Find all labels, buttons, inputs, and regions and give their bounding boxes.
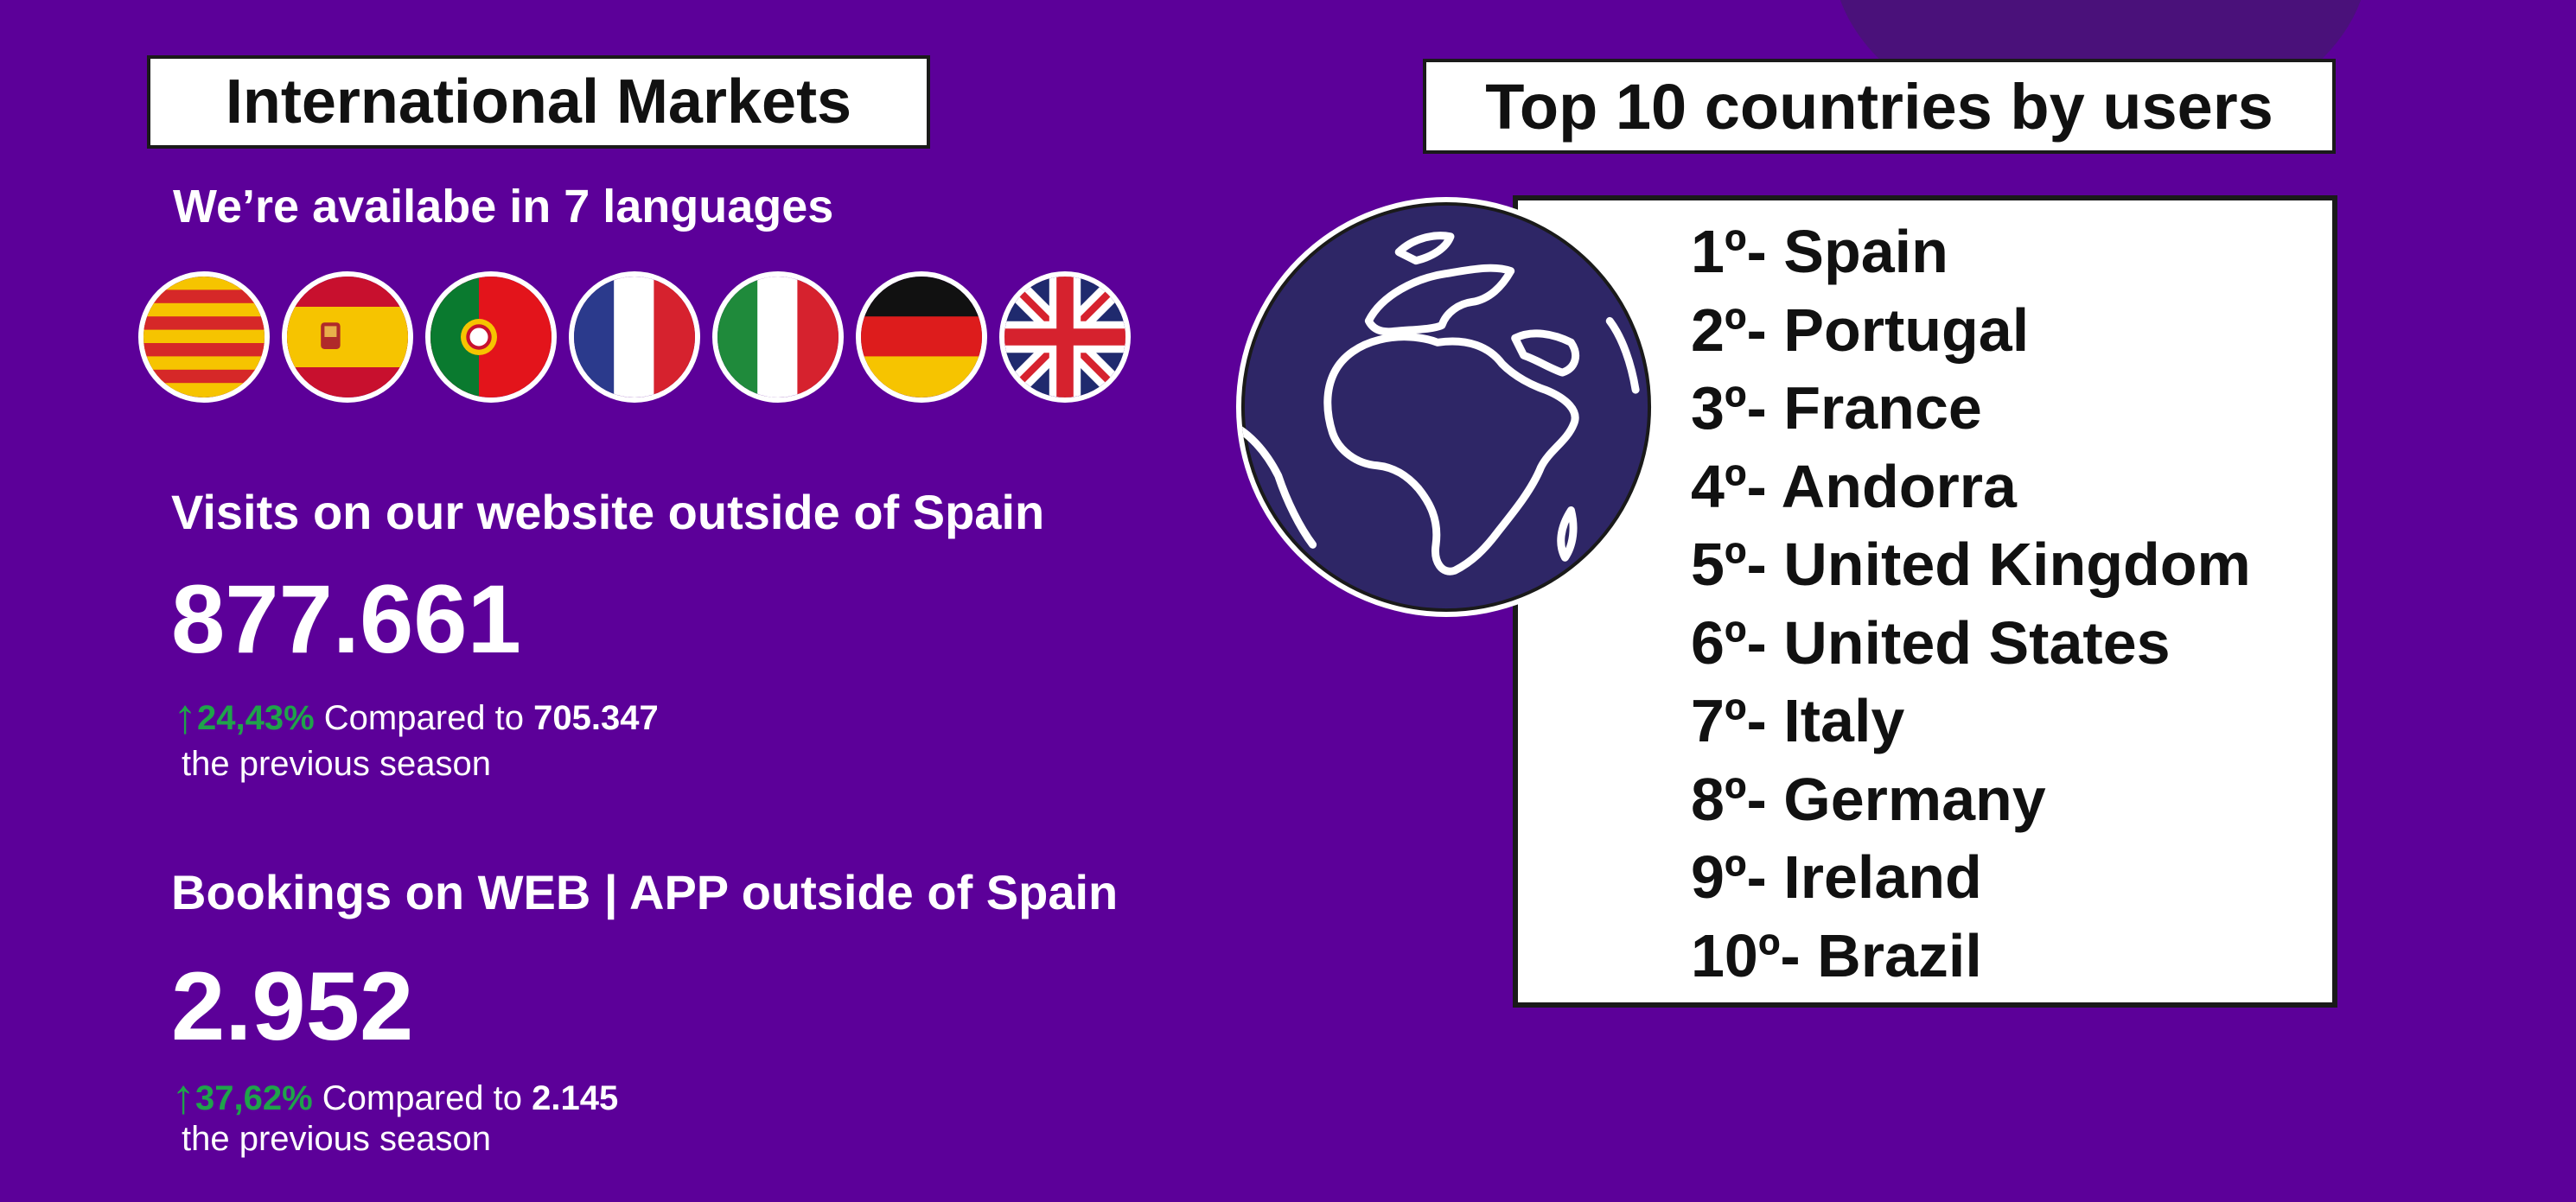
bookings-value: 2.952 [171, 952, 414, 1060]
languages-text: We’re availabe in 7 languages [173, 181, 834, 232]
italy-flag-icon [712, 271, 844, 403]
ranking-item: 5º- United Kingdom [1691, 531, 2251, 598]
bookings-change: 37,62% [195, 1079, 313, 1117]
france-flag-icon [569, 271, 700, 403]
ranking-item: 8º- Germany [1691, 765, 2046, 833]
ranking-item: 7º- Italy [1691, 687, 1905, 754]
ranking-item: 1º- Spain [1691, 218, 1948, 285]
ranking-item: 10º- Brazil [1691, 921, 1982, 989]
bookings-compared-value: 2.145 [532, 1079, 619, 1117]
uk-flag-icon [999, 271, 1131, 403]
top-countries-title: Top 10 countries by users [1423, 59, 2336, 154]
up-arrow-icon: ↑ [171, 1069, 195, 1123]
visits-value: 877.661 [171, 565, 521, 673]
ranking-item: 4º- Andorra [1691, 452, 2017, 520]
visits-compared-value: 705.347 [533, 699, 659, 737]
bookings-comparison: ↑37,62% Compared to 2.145 [171, 1068, 618, 1124]
germany-flag-icon [856, 271, 987, 403]
bookings-period: the previous season [182, 1120, 492, 1158]
visits-comparison: ↑24,43% Compared to 705.347 [173, 688, 659, 744]
portugal-flag-icon [425, 271, 557, 403]
bookings-label: Bookings on WEB | APP outside of Spain [171, 865, 1119, 919]
ranking-item: 3º- France [1691, 374, 1982, 442]
international-markets-title: International Markets [147, 55, 930, 149]
catalan-flag-icon [138, 271, 270, 403]
up-arrow-icon: ↑ [173, 689, 197, 743]
ranking-item: 2º- Portugal [1691, 296, 2030, 364]
country-ranking-list: 1º- Spain 2º- Portugal 3º- France 4º- An… [1691, 213, 2251, 995]
visits-period: the previous season [182, 745, 492, 783]
visits-label: Visits on our website outside of Spain [171, 485, 1045, 539]
ranking-item: 6º- United States [1691, 608, 2171, 677]
bookings-compared-text: Compared to [322, 1079, 523, 1117]
ranking-item: 9º- Ireland [1691, 843, 1982, 911]
spain-flag-icon [282, 271, 413, 403]
visits-change: 24,43% [197, 699, 315, 737]
globe-icon [1231, 192, 1661, 622]
visits-compared-text: Compared to [323, 699, 525, 737]
